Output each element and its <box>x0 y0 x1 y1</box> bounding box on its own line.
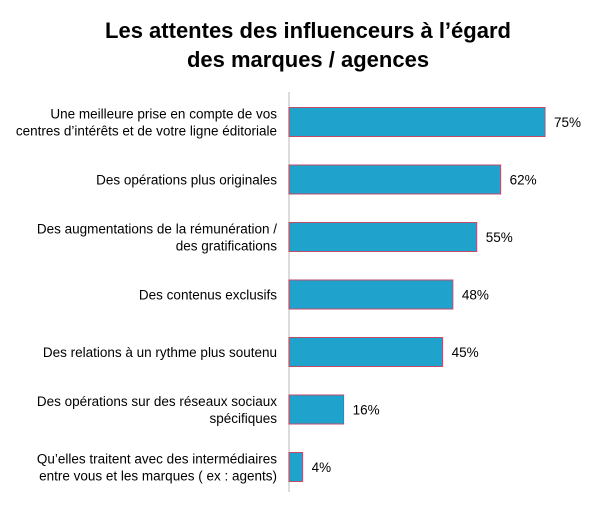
bar-1 <box>288 107 546 137</box>
value-label-5: 45% <box>452 345 479 360</box>
category-label-4-line-1: Des contenus exclusifs <box>139 288 277 303</box>
bar-6 <box>288 394 345 425</box>
category-label-5: Des relations à un rythme plus soutenu <box>43 345 277 360</box>
chart-title-line-2: des marques / agences <box>186 47 430 72</box>
category-label-7: Qu’elles traitent avec des intermédiaire… <box>37 452 277 484</box>
category-label-3: Des augmentations de la rémunération / de… <box>37 222 277 254</box>
value-label-4: 48% <box>462 288 489 303</box>
category-label-6-line-1: Des opérations sur des réseaux sociaux <box>37 394 277 409</box>
category-label-4: Des contenus exclusifs <box>139 288 277 303</box>
category-label-1: Une meilleure prise en compte de vos cent… <box>16 107 277 139</box>
bar-3 <box>288 222 478 252</box>
category-label-3-line-1: Des augmentations de la rémunération / <box>37 222 277 237</box>
value-label-7: 4% <box>312 460 332 475</box>
bar-2 <box>288 164 502 195</box>
bar-5 <box>288 337 444 367</box>
category-label-6-line-2: spécifiques <box>209 411 277 426</box>
category-label-2: Des opérations plus originales <box>96 173 277 188</box>
category-label-1-line-1: Une meilleure prise en compte de vos <box>50 107 277 122</box>
category-label-7-line-2: entre vous et les marques ( ex : agents) <box>39 469 277 484</box>
category-label-2-line-1: Des opérations plus originales <box>96 173 277 188</box>
category-label-5-line-1: Des relations à un rythme plus soutenu <box>43 345 277 360</box>
value-label-2: 62% <box>510 173 537 188</box>
category-label-6: Des opérations sur des réseaux sociaux sp… <box>37 394 277 426</box>
value-label-6: 16% <box>353 403 380 418</box>
value-label-1: 75% <box>554 115 581 130</box>
category-label-3-line-2: des gratifications <box>176 239 278 254</box>
chart-title: Les attentes des influenceurs à l’égard … <box>0 16 616 74</box>
value-label-3: 55% <box>486 230 513 245</box>
chart-title-line-1: Les attentes des influenceurs à l’égard <box>105 18 511 43</box>
bar-7 <box>288 452 304 482</box>
category-label-1-line-2: centres d’intérêts et de votre ligne édi… <box>16 124 277 139</box>
bar-4 <box>288 279 454 310</box>
category-label-7-line-1: Qu’elles traitent avec des intermédiaire… <box>37 452 277 467</box>
